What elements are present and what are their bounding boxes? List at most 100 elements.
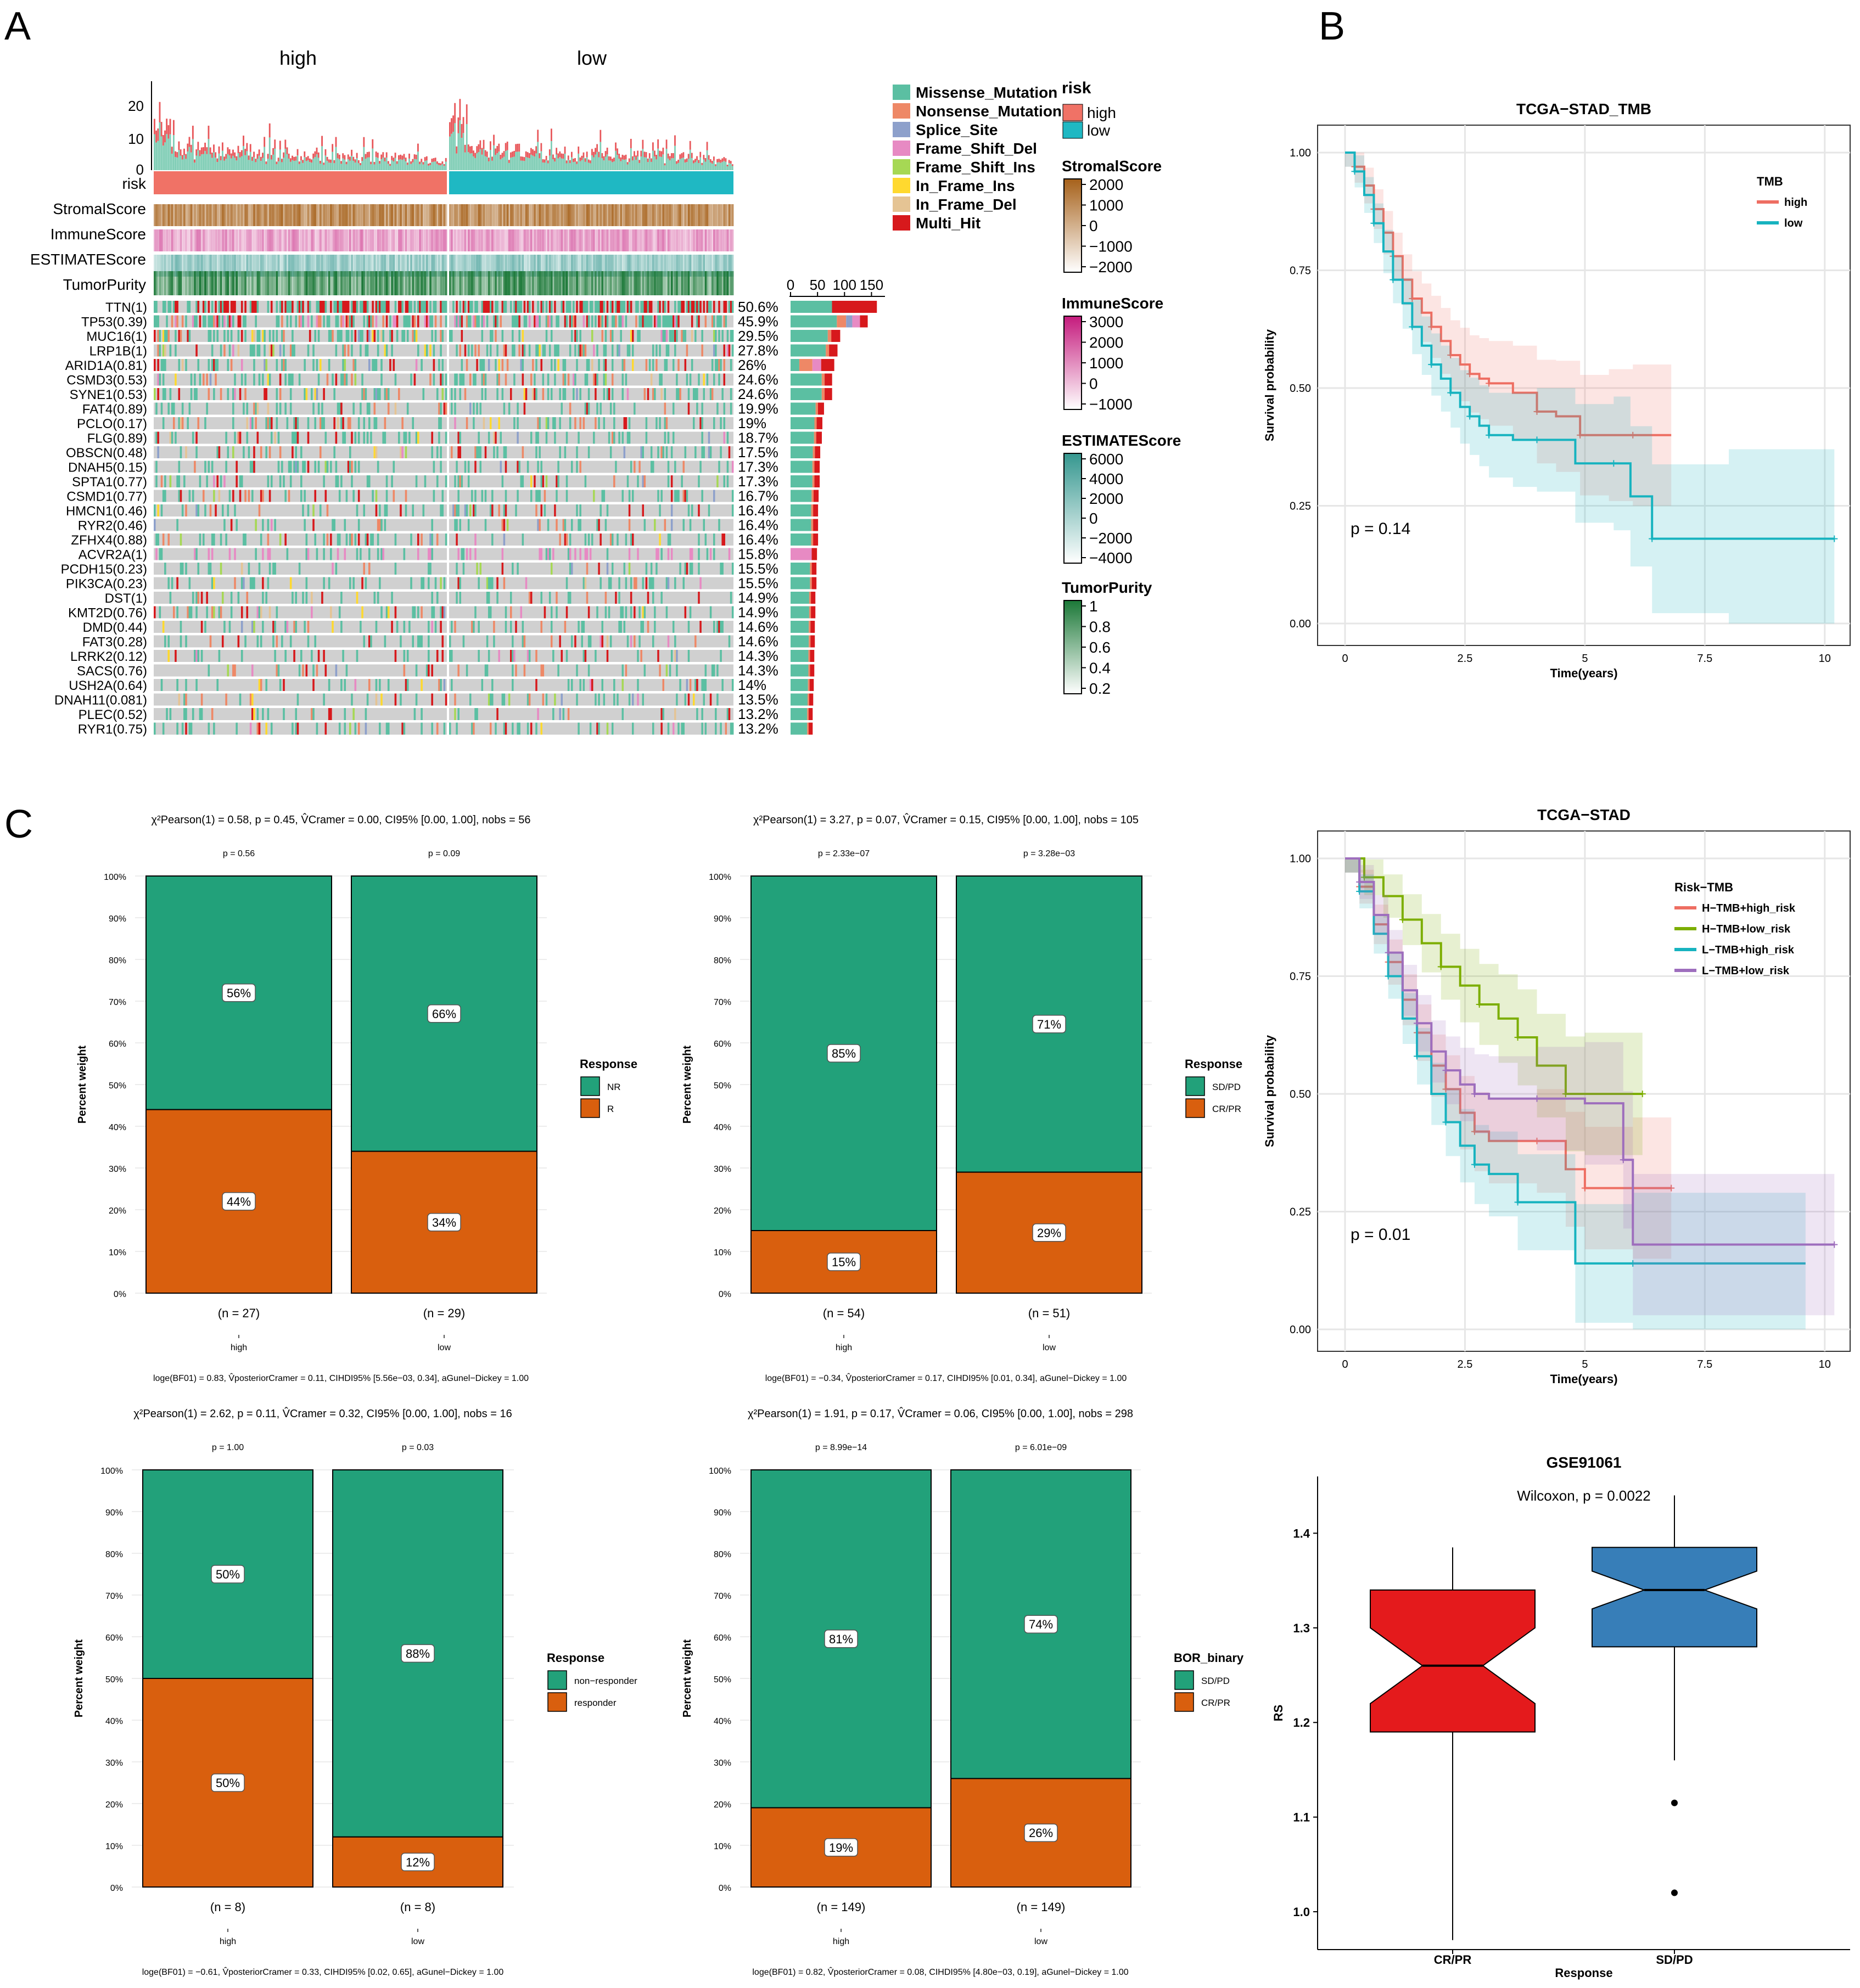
x-tick-label: high <box>833 1937 849 1946</box>
tmb-bar <box>170 119 171 134</box>
tmb-bar <box>225 159 227 170</box>
mutation-cell <box>320 504 322 516</box>
mutation-cell <box>715 708 716 720</box>
purity-cell <box>660 271 663 295</box>
mutation-cell <box>421 679 423 691</box>
tmb-bar <box>192 139 194 170</box>
mutation-cell <box>312 519 315 531</box>
mutation-cell <box>182 504 184 516</box>
tmb-bar <box>620 161 621 170</box>
mutation-cell <box>255 519 257 531</box>
mutation-cell <box>527 723 529 735</box>
mutation-cell <box>461 330 463 342</box>
mutation-cell <box>335 374 338 386</box>
mutation-cell <box>698 316 699 328</box>
purity-cell <box>618 271 620 295</box>
mutation-cell <box>461 359 463 371</box>
y-tick-label: 10% <box>714 1842 731 1851</box>
mutation-cell <box>473 723 474 735</box>
mutation-cell <box>307 301 310 313</box>
mutation-cell <box>191 723 193 735</box>
mutation-cell <box>518 301 520 313</box>
tmb-bar <box>571 158 573 170</box>
stromal-cell <box>651 204 653 226</box>
purity-cell <box>238 271 240 295</box>
mutation-cell <box>367 301 369 313</box>
mutation-cell <box>292 374 294 386</box>
tmb-bar <box>163 135 164 145</box>
mutation-cell <box>537 316 539 328</box>
mutation-cell <box>713 548 715 560</box>
mutation-cell <box>600 316 601 328</box>
stromal-cell <box>608 204 610 226</box>
stromal-cell <box>707 204 709 226</box>
immune-cell <box>262 229 264 251</box>
gene-bar-segment <box>812 563 816 575</box>
mutation-cell <box>239 432 242 444</box>
mutation-cell <box>615 461 617 473</box>
mutation-cell <box>400 446 402 458</box>
mutation-cell <box>178 461 181 473</box>
mutation-cell <box>473 417 474 429</box>
mutation-cell <box>307 417 310 429</box>
x-tick-label: 2.5 <box>1458 653 1473 665</box>
mutation-cell <box>668 636 669 648</box>
tmb-bar <box>335 137 337 147</box>
mutation-cell <box>602 316 603 328</box>
mutation-cell <box>488 650 490 662</box>
mutation-cell <box>610 301 612 313</box>
mutation-cell <box>707 374 708 386</box>
mutation-cell <box>185 446 187 458</box>
mutation-cell <box>241 606 243 619</box>
immune-cell <box>710 229 712 251</box>
stromal-cell <box>674 204 676 226</box>
mutation-cell <box>154 388 156 400</box>
mutation-cell <box>598 563 600 575</box>
tmb-bar <box>244 149 246 155</box>
immune-cell <box>444 229 446 251</box>
immune-cell <box>206 229 208 251</box>
mutation-cell <box>632 533 634 546</box>
immune-cell <box>460 229 462 251</box>
mutation-cell <box>349 461 351 473</box>
mutation-cell <box>216 359 219 371</box>
gene-bar-segment <box>791 330 828 342</box>
immune-cell <box>333 229 335 251</box>
mutation-cell <box>227 330 229 342</box>
tmb-bar <box>496 153 498 170</box>
gene-bar-segment <box>791 723 807 735</box>
stromal-cell <box>412 204 414 226</box>
mutation-cell <box>358 490 360 502</box>
tmb-bar <box>663 148 664 154</box>
tmb-bar <box>445 158 447 162</box>
gene-percentage: 17.3% <box>738 459 778 475</box>
mutation-cell <box>613 432 615 444</box>
purity-cell <box>522 271 524 295</box>
mutation-cell <box>225 432 227 444</box>
purity-cell <box>520 271 523 295</box>
tmb-bar <box>311 159 312 162</box>
mutation-cell <box>335 432 338 444</box>
mutation-cell <box>622 359 624 371</box>
stromal-cell <box>306 204 308 226</box>
tmb-bar <box>464 145 466 153</box>
mutation-cell <box>438 403 440 415</box>
mutation-cell <box>213 316 215 328</box>
stromal-cell <box>498 204 500 226</box>
tmb-bar <box>522 161 524 170</box>
x-tick-label: 7.5 <box>1697 653 1712 665</box>
immune-cell <box>651 229 653 251</box>
tmb-bar <box>260 157 262 161</box>
tmb-bar <box>666 149 668 170</box>
mutation-cell <box>431 592 433 604</box>
immune-cell <box>349 229 351 251</box>
stromal-cell <box>524 204 526 226</box>
mutation-cell <box>180 417 182 429</box>
mutation-cell <box>513 345 515 357</box>
mutation-cell <box>485 519 486 531</box>
mutation-cell <box>265 359 267 371</box>
purity-cell <box>416 271 418 295</box>
mutation-cell <box>593 432 595 444</box>
mutation-cell <box>441 650 444 662</box>
